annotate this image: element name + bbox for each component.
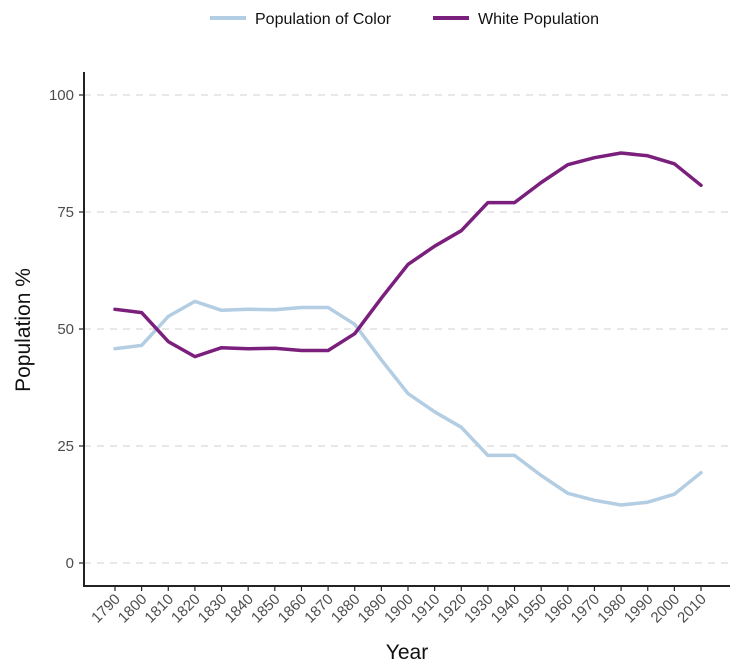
x-tick-label: 1950	[514, 591, 550, 627]
y-tick-label: 50	[57, 321, 74, 338]
legend: Population of Color White Population	[210, 11, 599, 28]
grid	[84, 94, 730, 564]
y-tick-label: 25	[57, 438, 74, 455]
y-axis-title: Population %	[12, 268, 35, 392]
y-tick-label: 100	[49, 87, 74, 104]
x-tick-label: 1930	[461, 591, 497, 627]
x-tick-label: 1870	[301, 591, 337, 627]
x-tick-label: 1810	[141, 591, 177, 627]
x-tick-label: 1940	[488, 591, 524, 627]
x-tick-label: 1860	[275, 591, 311, 627]
x-tick-label: 1910	[408, 591, 444, 627]
x-axis-title: Year	[386, 641, 428, 664]
x-tick-label: 1790	[88, 591, 124, 627]
x-tick-label: 1990	[621, 591, 657, 627]
x-tick-label: 2010	[674, 591, 710, 627]
legend-label: White Population	[478, 11, 599, 28]
x-tick-label: 1800	[115, 591, 151, 627]
series-layer	[113, 151, 703, 507]
x-tick-label: 1850	[248, 591, 284, 627]
series-line-population-of-color	[113, 299, 703, 507]
x-tick-label: 2000	[648, 591, 684, 627]
x-tick-label: 1980	[594, 591, 630, 627]
y-tick-label: 0	[66, 555, 74, 572]
x-tick-label: 1970	[568, 591, 604, 627]
x-tick-label: 1960	[541, 591, 577, 627]
x-tick-label: 1900	[381, 591, 417, 627]
y-tick-label: 75	[57, 204, 74, 221]
x-tick-label: 1880	[328, 591, 364, 627]
x-tick-label: 1820	[168, 591, 204, 627]
series-line-white-population	[113, 151, 703, 359]
x-tick-label: 1890	[355, 591, 391, 627]
x-tick-label: 1840	[221, 591, 257, 627]
legend-label: Population of Color	[255, 11, 392, 28]
x-tick-label: 1920	[434, 591, 470, 627]
x-tick-label: 1830	[195, 591, 231, 627]
